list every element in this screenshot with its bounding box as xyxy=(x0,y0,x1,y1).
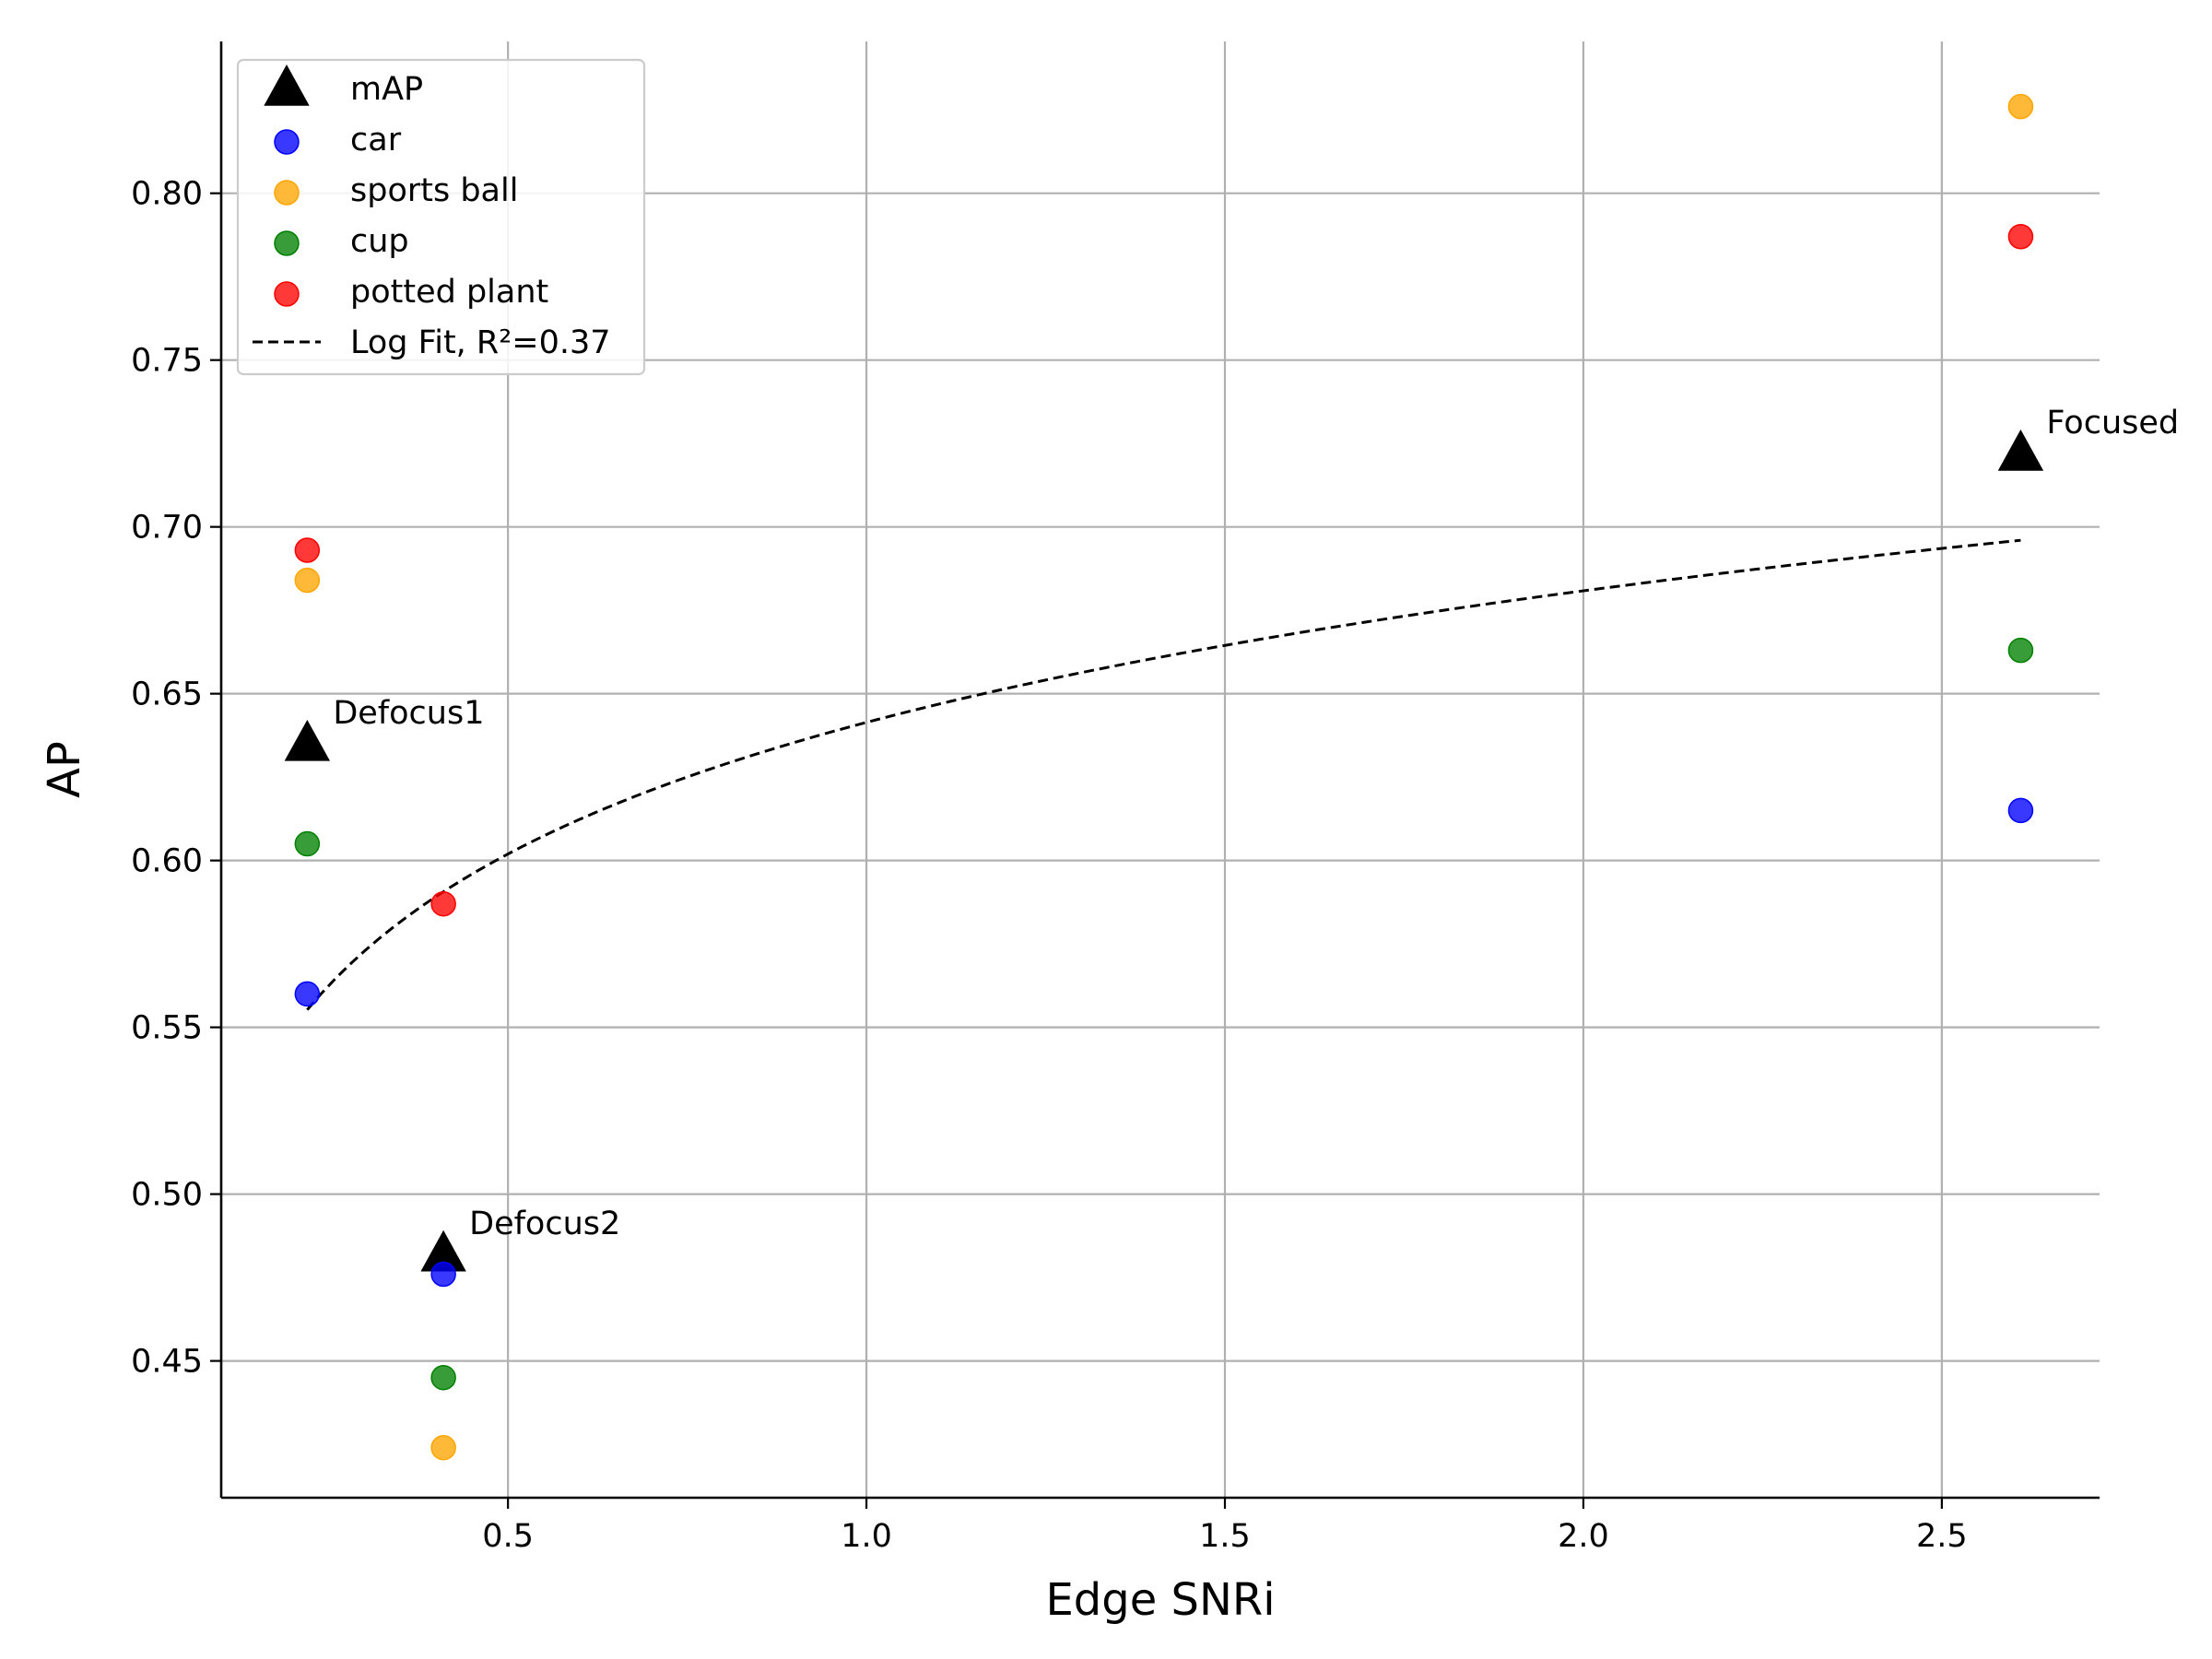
x-tick-label: 2.5 xyxy=(1916,1518,1968,1555)
legend-marker-cup xyxy=(274,230,300,256)
data-points xyxy=(284,93,2044,1461)
y-tick-label: 0.70 xyxy=(131,510,203,547)
x-axis-ticks: 0.5 1.0 1.5 2.0 2.5 xyxy=(482,1498,1968,1555)
y-tick-label: 0.55 xyxy=(131,1010,203,1047)
y-axis-ticks: 0.45 0.50 0.55 0.60 0.65 0.70 0.75 0.80 xyxy=(131,176,221,1381)
y-tick-label: 0.75 xyxy=(131,343,203,380)
y-tick-label: 0.50 xyxy=(131,1177,203,1214)
legend-marker-potted-plant xyxy=(274,281,300,307)
y-axis-title: AP xyxy=(39,741,90,798)
point-sports-ball xyxy=(294,567,321,594)
point-sports-ball xyxy=(2007,93,2034,120)
fit-layer xyxy=(306,538,2021,1011)
point-car xyxy=(430,1261,456,1288)
legend-label-potted-plant: potted plant xyxy=(350,274,548,311)
annotation-focused: Focused xyxy=(2046,405,2179,441)
point-cup xyxy=(294,830,321,857)
x-tick-label: 1.5 xyxy=(1199,1518,1251,1555)
point-car xyxy=(2007,797,2034,824)
point-potted-plant xyxy=(2007,224,2034,250)
legend-marker-sports-ball xyxy=(274,180,300,206)
point-sports-ball xyxy=(430,1434,456,1461)
point-potted-plant xyxy=(430,890,456,917)
y-tick-label: 0.65 xyxy=(131,677,203,713)
legend: mAP car sports ball cup potted plant Log Fit,… xyxy=(236,58,646,376)
point-map xyxy=(420,1230,466,1272)
x-axis-title: Edge SNRi xyxy=(1045,1574,1275,1626)
point-map xyxy=(1997,429,2044,471)
x-tick-label: 2.0 xyxy=(1558,1518,1609,1555)
legend-label-map: mAP xyxy=(350,71,423,108)
legend-label-car: car xyxy=(350,122,402,159)
legend-frame xyxy=(236,58,646,376)
legend-marker-map xyxy=(264,65,310,106)
point-cup xyxy=(2007,637,2034,664)
x-tick-label: 1.0 xyxy=(841,1518,892,1555)
log-fit-curve xyxy=(306,538,2021,1011)
y-tick-label: 0.45 xyxy=(131,1344,203,1381)
point-annotations: Defocus1 Defocus2 Focused xyxy=(333,405,2179,1242)
annotation-defocus1: Defocus1 xyxy=(333,695,484,732)
point-map xyxy=(284,719,331,761)
point-car xyxy=(294,981,321,1007)
legend-label-log-fit-r-0-37: Log Fit, R²=0.37 xyxy=(350,324,611,361)
y-tick-label: 0.80 xyxy=(131,176,203,213)
legend-label-sports-ball: sports ball xyxy=(350,172,518,209)
annotation-defocus2: Defocus2 xyxy=(469,1206,620,1242)
axes-spines xyxy=(219,41,2100,1500)
point-cup xyxy=(430,1364,456,1391)
legend-label-cup: cup xyxy=(350,223,409,260)
x-tick-label: 0.5 xyxy=(482,1518,534,1555)
point-potted-plant xyxy=(294,537,321,563)
legend-marker-car xyxy=(274,129,300,155)
y-tick-label: 0.60 xyxy=(131,843,203,880)
